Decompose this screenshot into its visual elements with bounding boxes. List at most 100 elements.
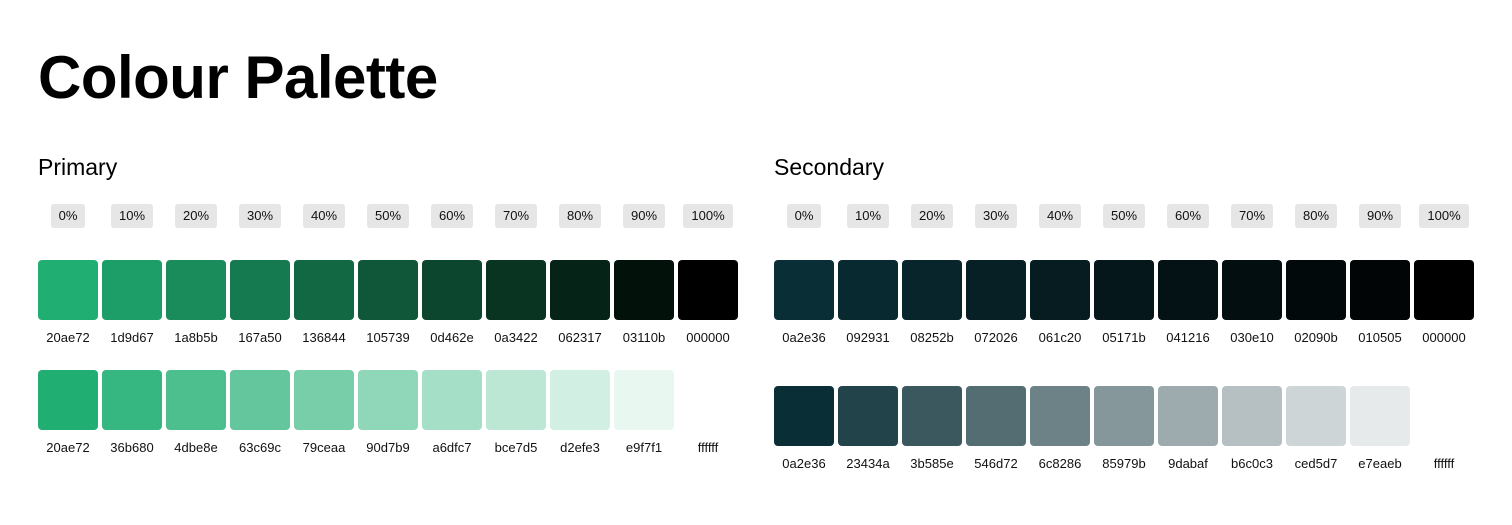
hex-label: 9dabaf — [1168, 456, 1208, 471]
hex-label: ced5d7 — [1294, 456, 1338, 471]
hex-label: e9f7f1 — [625, 440, 663, 455]
swatch-item: ffffff — [678, 370, 738, 456]
percent-cell: 80% — [1286, 204, 1346, 228]
colour-swatch — [1094, 386, 1154, 446]
swatch-item: b6c0c3 — [1222, 386, 1282, 472]
percent-label: 50% — [1102, 204, 1146, 228]
colour-swatch — [1414, 260, 1474, 320]
swatch-item: 05171b — [1094, 260, 1154, 346]
colour-swatch — [550, 260, 610, 320]
hex-label: 062317 — [558, 330, 602, 345]
primary-section-title: Primary — [38, 154, 118, 180]
hex-label: 85979b — [1102, 456, 1146, 471]
colour-swatch — [486, 260, 546, 320]
hex-label: bce7d5 — [494, 440, 538, 455]
colour-swatch — [358, 370, 418, 430]
secondary-percent-row: 0% 10% 20% 30% 40% 50% 60% 70% 80% 90% 100% — [774, 204, 1474, 228]
percent-label: 80% — [558, 204, 602, 228]
swatch-item: 20ae72 — [38, 370, 98, 456]
swatch-item: ffffff — [1414, 386, 1474, 472]
colour-swatch — [166, 370, 226, 430]
hex-label: 08252b — [910, 330, 954, 345]
percent-label: 40% — [1038, 204, 1082, 228]
colour-swatch — [1158, 386, 1218, 446]
swatch-item: 030e10 — [1222, 260, 1282, 346]
swatch-item: 0a2e36 — [774, 386, 834, 472]
colour-swatch — [1158, 260, 1218, 320]
percent-label: 70% — [494, 204, 538, 228]
hex-label: 000000 — [686, 330, 730, 345]
hex-label: 6c8286 — [1038, 456, 1082, 471]
percent-cell: 50% — [358, 204, 418, 228]
colour-swatch — [102, 370, 162, 430]
colour-swatch — [1414, 386, 1474, 446]
percent-label: 70% — [1230, 204, 1274, 228]
hex-label: 0d462e — [430, 330, 474, 345]
percent-label: 20% — [910, 204, 954, 228]
swatch-item: 062317 — [550, 260, 610, 346]
colour-swatch — [294, 260, 354, 320]
primary-section: Primary 0% 10% 20% 30% 40% 50% 60% 70% 80% 90% 100… — [38, 150, 742, 455]
percent-cell: 20% — [166, 204, 226, 228]
swatch-item: a6dfc7 — [422, 370, 482, 456]
percent-cell: 50% — [1094, 204, 1154, 228]
colour-swatch — [102, 260, 162, 320]
colour-swatch — [1030, 386, 1090, 446]
percent-cell: 40% — [1030, 204, 1090, 228]
swatch-item: 63c69c — [230, 370, 290, 456]
hex-label: 1d9d67 — [110, 330, 154, 345]
swatch-item: 1a8b5b — [166, 260, 226, 346]
colour-swatch — [230, 260, 290, 320]
colour-swatch — [422, 260, 482, 320]
hex-label: 05171b — [1102, 330, 1146, 345]
hex-label: ffffff — [697, 440, 719, 455]
hex-label: 90d7b9 — [366, 440, 410, 455]
colour-swatch — [1094, 260, 1154, 320]
percent-cell: 60% — [1158, 204, 1218, 228]
percent-cell: 20% — [902, 204, 962, 228]
swatch-item: 90d7b9 — [358, 370, 418, 456]
secondary-section: Secondary 0% 10% 20% 30% 40% 50% 60% 70% 80% 90% 1… — [774, 150, 1478, 471]
hex-label: 546d72 — [974, 456, 1018, 471]
colour-swatch — [166, 260, 226, 320]
percent-label: 30% — [974, 204, 1018, 228]
hex-label: 105739 — [366, 330, 410, 345]
swatch-item: 000000 — [678, 260, 738, 346]
swatch-item: 23434a — [838, 386, 898, 472]
hex-label: 4dbe8e — [174, 440, 218, 455]
hex-label: 092931 — [846, 330, 890, 345]
hex-label: 20ae72 — [46, 440, 90, 455]
hex-label: 0a3422 — [494, 330, 538, 345]
hex-label: 1a8b5b — [174, 330, 218, 345]
hex-label: d2efe3 — [560, 440, 600, 455]
hex-label: 36b680 — [110, 440, 154, 455]
colour-swatch — [1222, 386, 1282, 446]
hex-label: 000000 — [1422, 330, 1466, 345]
percent-cell: 90% — [614, 204, 674, 228]
percent-label: 100% — [683, 204, 733, 228]
percent-cell: 90% — [1350, 204, 1410, 228]
percent-cell: 70% — [486, 204, 546, 228]
hex-label: 63c69c — [239, 440, 281, 455]
swatch-item: 79ceaa — [294, 370, 354, 456]
colour-swatch — [358, 260, 418, 320]
percent-label: 0% — [50, 204, 86, 228]
colour-swatch — [1030, 260, 1090, 320]
hex-label: 136844 — [302, 330, 346, 345]
percent-label: 60% — [1166, 204, 1210, 228]
percent-cell: 60% — [422, 204, 482, 228]
colour-swatch — [550, 370, 610, 430]
swatch-item: 3b585e — [902, 386, 962, 472]
colour-swatch — [902, 386, 962, 446]
primary-tints-row: 20ae72 36b680 4dbe8e 63c69c 79ceaa 90d7b9 a6df… — [38, 370, 738, 456]
percent-cell: 30% — [966, 204, 1026, 228]
swatch-item: 092931 — [838, 260, 898, 346]
percent-label: 90% — [1358, 204, 1402, 228]
swatch-item: 167a50 — [230, 260, 290, 346]
percent-label: 10% — [846, 204, 890, 228]
colour-swatch — [1286, 386, 1346, 446]
hex-label: e7eaeb — [1358, 456, 1402, 471]
swatch-item: bce7d5 — [486, 370, 546, 456]
colour-swatch — [774, 386, 834, 446]
percent-label: 100% — [1419, 204, 1469, 228]
